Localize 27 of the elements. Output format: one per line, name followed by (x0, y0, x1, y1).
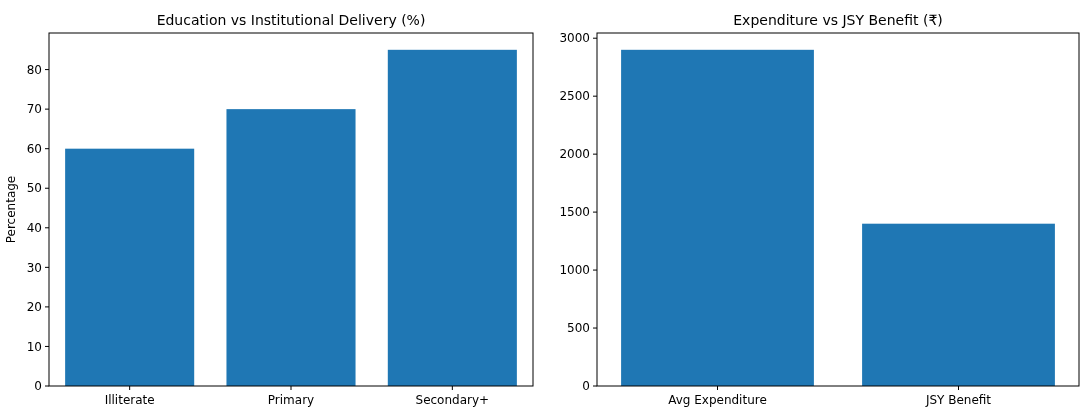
bar (387, 49, 517, 386)
y-tick-label: 50 (26, 181, 42, 196)
y-tick-label: 1000 (559, 263, 590, 278)
y-tick-label: 20 (26, 300, 42, 315)
y-tick-label: 3000 (559, 31, 590, 46)
bar (226, 109, 356, 386)
y-tick-label: 2500 (559, 89, 590, 104)
y-tick-label: 10 (26, 339, 42, 354)
x-tick-label: Primary (267, 393, 315, 407)
y-tick-label: 30 (26, 260, 42, 275)
y-tick-label: 0 (34, 379, 42, 394)
y-tick-label: 2000 (559, 147, 590, 162)
chart-title: Education vs Institutional Delivery (%) (156, 12, 426, 28)
x-tick-label: JSY Benefit (924, 393, 992, 407)
y-axis-title: Percentage (4, 175, 18, 244)
y-tick-label: 70 (26, 102, 42, 117)
bar (65, 148, 195, 386)
chart-title: Expenditure vs JSY Benefit (₹) (733, 12, 943, 28)
y-tick-label: 500 (567, 321, 590, 336)
y-tick-label: 60 (26, 141, 42, 156)
y-tick-label: 1500 (559, 205, 590, 220)
y-tick-label: 40 (26, 220, 42, 235)
x-tick-label: Avg Expenditure (668, 393, 767, 407)
y-tick-label: 80 (26, 62, 42, 77)
y-tick-label: 0 (582, 379, 590, 394)
x-tick-label: Secondary+ (415, 393, 490, 407)
x-tick-label: Illiterate (104, 393, 155, 407)
